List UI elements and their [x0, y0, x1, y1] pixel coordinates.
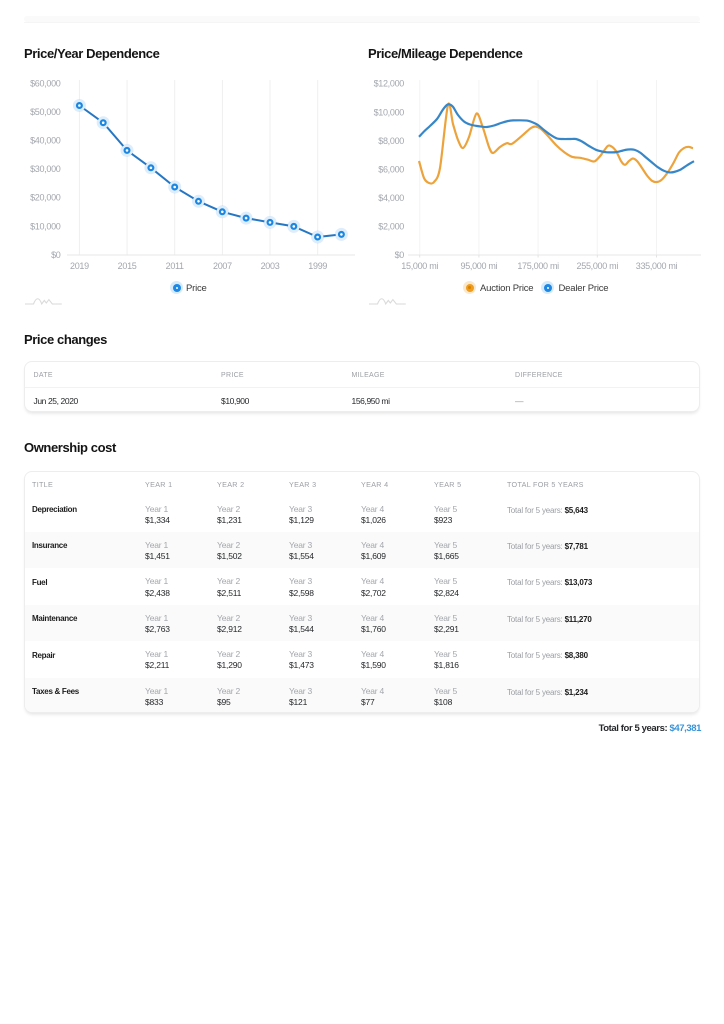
svg-text:335,000 mi: 335,000 mi [636, 261, 678, 271]
svg-text:$10,000: $10,000 [30, 221, 61, 231]
svg-text:255,000 mi: 255,000 mi [577, 261, 619, 271]
svg-text:2003: 2003 [261, 261, 280, 271]
svg-text:$40,000: $40,000 [30, 136, 61, 146]
svg-text:95,000 mi: 95,000 mi [460, 261, 497, 271]
svg-text:$60,000: $60,000 [30, 79, 61, 89]
svg-text:2007: 2007 [213, 261, 232, 271]
svg-text:2019: 2019 [70, 261, 89, 271]
svg-text:$10,000: $10,000 [374, 107, 405, 117]
svg-text:$0: $0 [51, 250, 61, 260]
svg-text:$0: $0 [395, 250, 405, 260]
svg-text:$12,000: $12,000 [374, 79, 405, 89]
svg-text:$20,000: $20,000 [30, 193, 61, 203]
svg-text:15,000 mi: 15,000 mi [401, 261, 438, 271]
svg-text:1999: 1999 [308, 261, 327, 271]
svg-text:$30,000: $30,000 [30, 164, 61, 174]
svg-text:$50,000: $50,000 [30, 107, 61, 117]
svg-text:$8,000: $8,000 [378, 136, 404, 146]
svg-text:$4,000: $4,000 [378, 193, 404, 203]
svg-text:$2,000: $2,000 [378, 222, 404, 232]
svg-text:2015: 2015 [118, 261, 137, 271]
svg-text:2011: 2011 [166, 261, 184, 271]
svg-text:175,000 mi: 175,000 mi [517, 261, 559, 271]
svg-text:$6,000: $6,000 [378, 164, 404, 174]
